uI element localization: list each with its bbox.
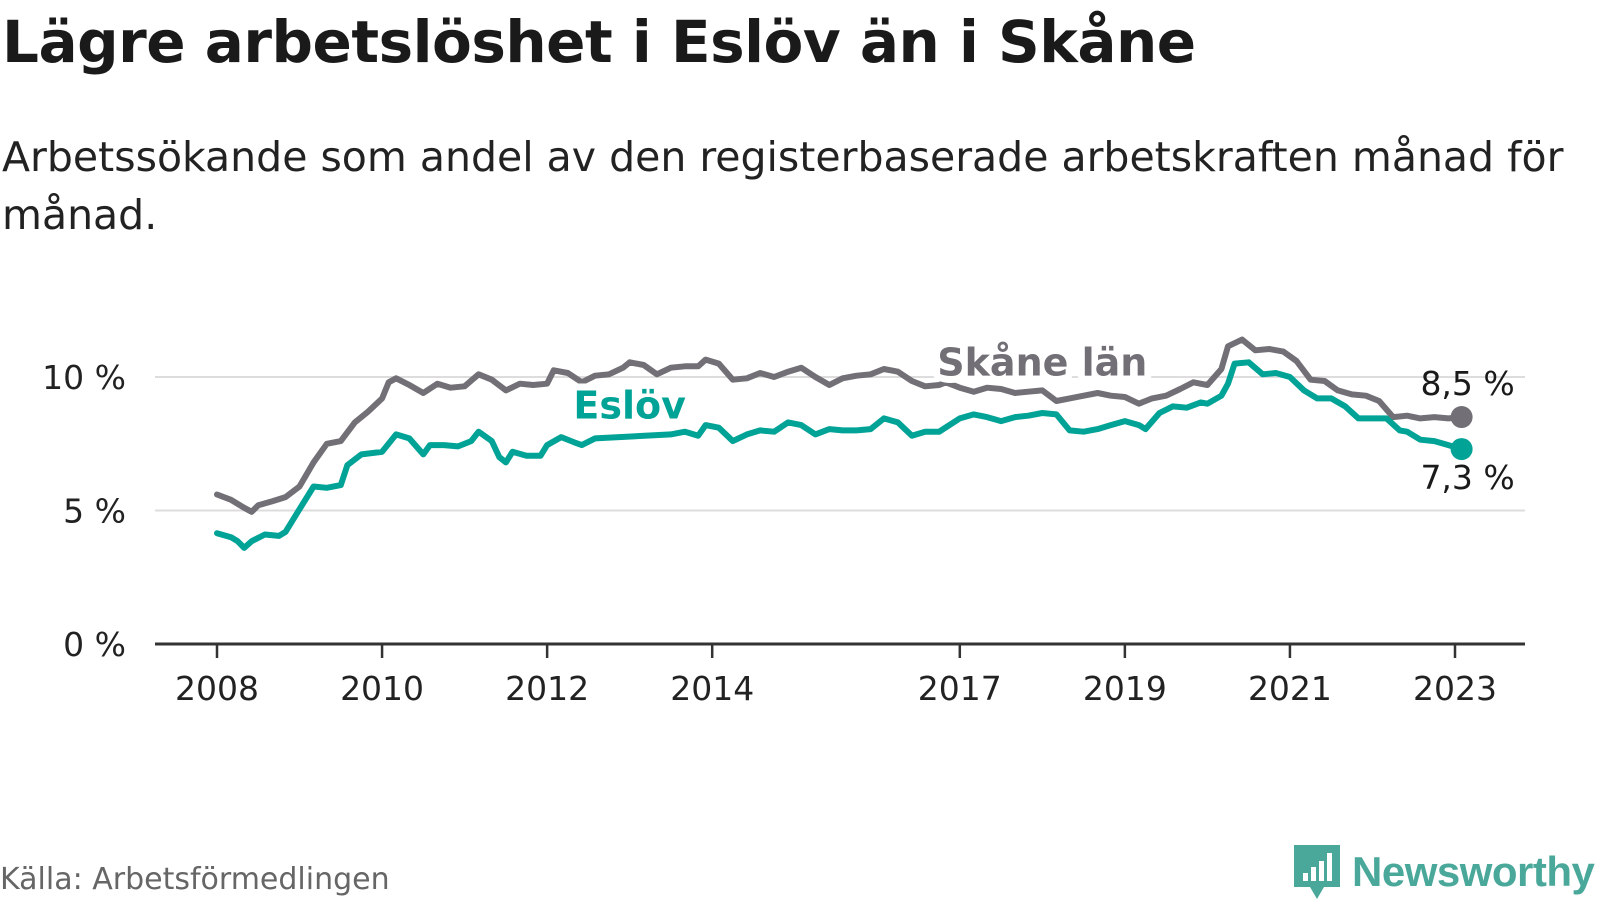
end-label-eslov: 7,3 % xyxy=(1420,458,1514,497)
annotation-halo-eslov: Eslöv xyxy=(573,383,686,427)
x-tick-label: 2010 xyxy=(340,669,424,708)
series-end-dot-eslov xyxy=(1450,438,1473,461)
chart-title: Lägre arbetslöshet i Eslöv än i Skåne xyxy=(2,8,1196,76)
newsworthy-brand: Newsworthy xyxy=(1292,842,1595,902)
series-line-skane xyxy=(214,336,1465,515)
x-axis-ticks: 2008 2010 2012 2014 2017 2019 2021 2023 xyxy=(155,642,1525,708)
chart-subtitle: Arbetssökande som andel av den registerb… xyxy=(2,133,1564,239)
y-tick-label: 0 % xyxy=(63,625,126,664)
x-tick-label: 2019 xyxy=(1083,669,1167,708)
end-label-skane: 8,5 % xyxy=(1420,364,1514,403)
annotation-label-eslov: Eslöv xyxy=(573,383,686,427)
series-lines xyxy=(214,336,1473,551)
x-tick-label: 2017 xyxy=(918,669,1002,708)
y-tick-label: 10 % xyxy=(42,358,126,397)
x-tick-label: 2014 xyxy=(670,669,754,708)
brand-name: Newsworthy xyxy=(1352,848,1595,895)
x-tick-label: 2008 xyxy=(175,669,259,708)
x-tick-label: 2023 xyxy=(1413,669,1497,708)
series-end-dot-skane xyxy=(1450,406,1473,429)
annotation-label-skane: Skåne län xyxy=(937,341,1147,385)
x-tick-label: 2021 xyxy=(1248,669,1332,708)
x-tick-label: 2012 xyxy=(505,669,589,708)
y-axis-ticks: 0 % 5 % 10 % xyxy=(42,358,126,664)
newsworthy-logo-icon xyxy=(1294,845,1340,899)
annotation-halo-skane: Skåne län xyxy=(937,341,1147,385)
y-tick-label: 5 % xyxy=(63,492,126,531)
series-line-eslov xyxy=(214,359,1465,551)
source-note: Källa: Arbetsförmedlingen xyxy=(0,862,390,897)
